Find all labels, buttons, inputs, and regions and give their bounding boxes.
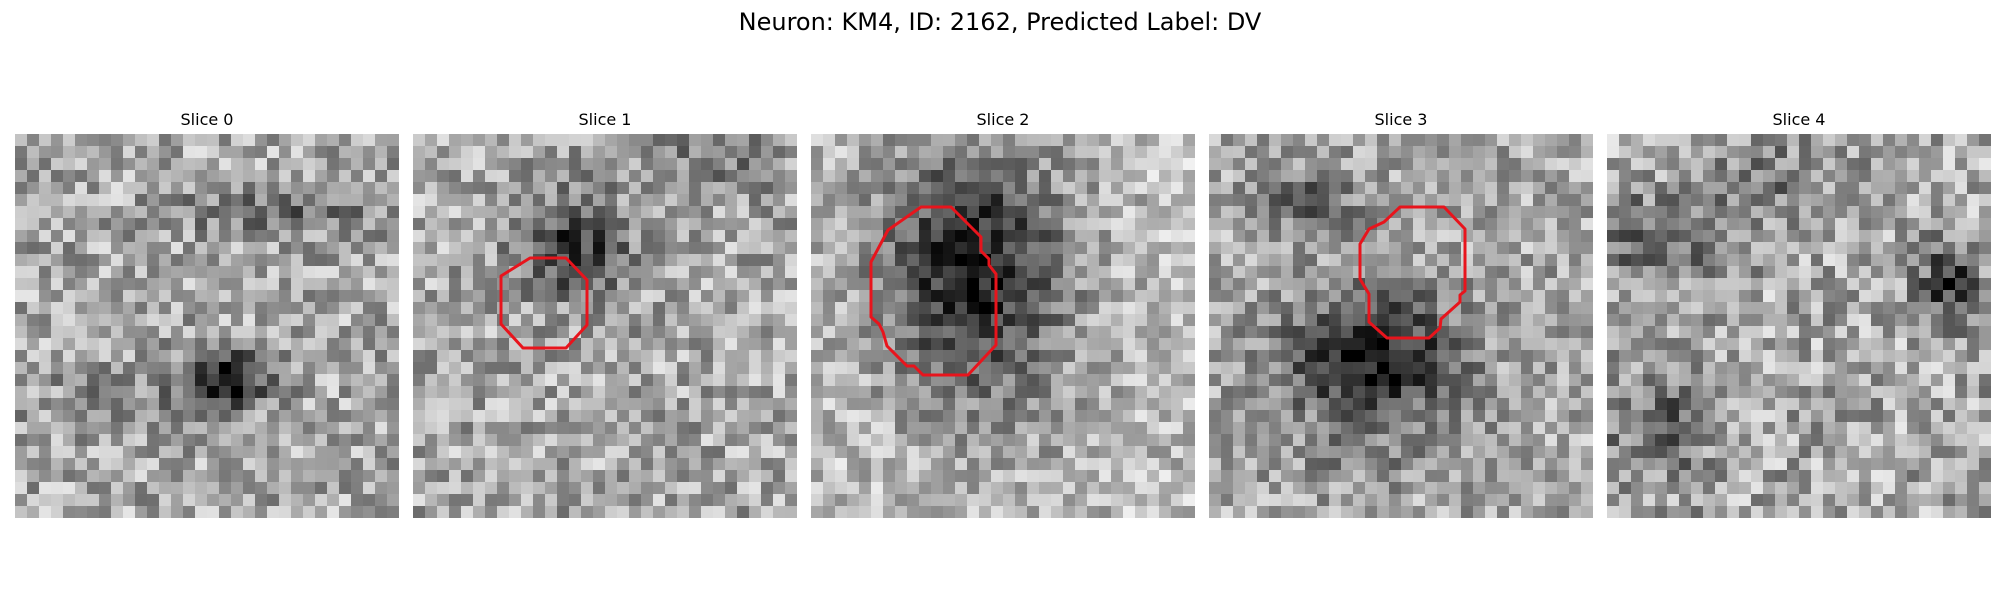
roi-contour-3 xyxy=(1358,205,1467,340)
slice-panel-4: Slice 4 xyxy=(1607,106,1991,518)
slice-title-1: Slice 1 xyxy=(578,110,632,129)
slice-panel-0: Slice 0 xyxy=(15,106,399,518)
slice-image-1 xyxy=(413,134,797,518)
slice-image-0 xyxy=(15,134,399,518)
slice-panel-3: Slice 3 xyxy=(1209,106,1593,518)
roi-contour-2 xyxy=(869,205,998,377)
slice-title-0: Slice 0 xyxy=(180,110,234,129)
slice-panel-1: Slice 1 xyxy=(413,106,797,518)
slice-title-3: Slice 3 xyxy=(1374,110,1428,129)
slice-title-4: Slice 4 xyxy=(1772,110,1826,129)
roi-contour-1 xyxy=(499,256,589,350)
slice-title-2: Slice 2 xyxy=(976,110,1030,129)
slice-panel-2: Slice 2 xyxy=(811,106,1195,518)
slice-image-2 xyxy=(811,134,1195,518)
slice-image-4 xyxy=(1607,134,1991,518)
slice-image-3 xyxy=(1209,134,1593,518)
figure-title: Neuron: KM4, ID: 2162, Predicted Label: … xyxy=(738,8,1262,36)
